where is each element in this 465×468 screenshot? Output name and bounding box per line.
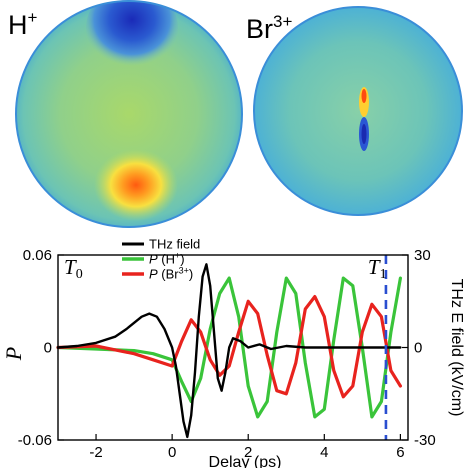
br-ion-label: Br3+ xyxy=(246,12,292,44)
series-line-p-br xyxy=(56,295,402,399)
x-axis-label: Delay (ps) xyxy=(209,454,282,468)
x-tick-label: 4 xyxy=(320,444,328,461)
x-tick-label: -2 xyxy=(89,444,102,461)
marker-label-t1: T1 xyxy=(368,255,387,282)
h-depletion-spot xyxy=(86,1,178,70)
x-tick-label: 2 xyxy=(244,444,252,461)
y-right-tick-label: -30 xyxy=(414,432,436,449)
series-layer xyxy=(56,263,402,439)
y-axis-right-label: THz E field (kV/cm) xyxy=(448,279,465,417)
y-left-tick-label: 0 xyxy=(44,340,52,357)
h-enhancement-spot xyxy=(94,149,178,221)
detector-image-br xyxy=(253,6,463,216)
marker-layer: T0 T1 xyxy=(64,255,388,440)
series-line-thz-field xyxy=(56,263,402,439)
x-tick-label: 6 xyxy=(396,444,404,461)
x-tick-label: 0 xyxy=(168,444,176,461)
h-ion-label: H+ xyxy=(8,8,38,40)
y-right-tick-label: 0 xyxy=(414,340,422,357)
legend-entry: THz field xyxy=(149,237,200,252)
y-left-tick-label: 0.06 xyxy=(23,247,52,264)
legend-entry: P (H+) xyxy=(149,251,185,267)
marker-label-t0: T0 xyxy=(64,255,83,282)
legend-entry: P (Br3+) xyxy=(149,266,193,282)
y-right-tick-label: 30 xyxy=(414,247,431,264)
y-left-tick-label: -0.06 xyxy=(18,432,52,449)
detector-image-h xyxy=(15,0,243,228)
tick-layer: -2 0 2 4 6 0.06 0 -0.06 30 0 -30 xyxy=(18,247,436,461)
series-line-p-h xyxy=(56,276,402,419)
y-axis-left-label: P xyxy=(1,347,26,361)
